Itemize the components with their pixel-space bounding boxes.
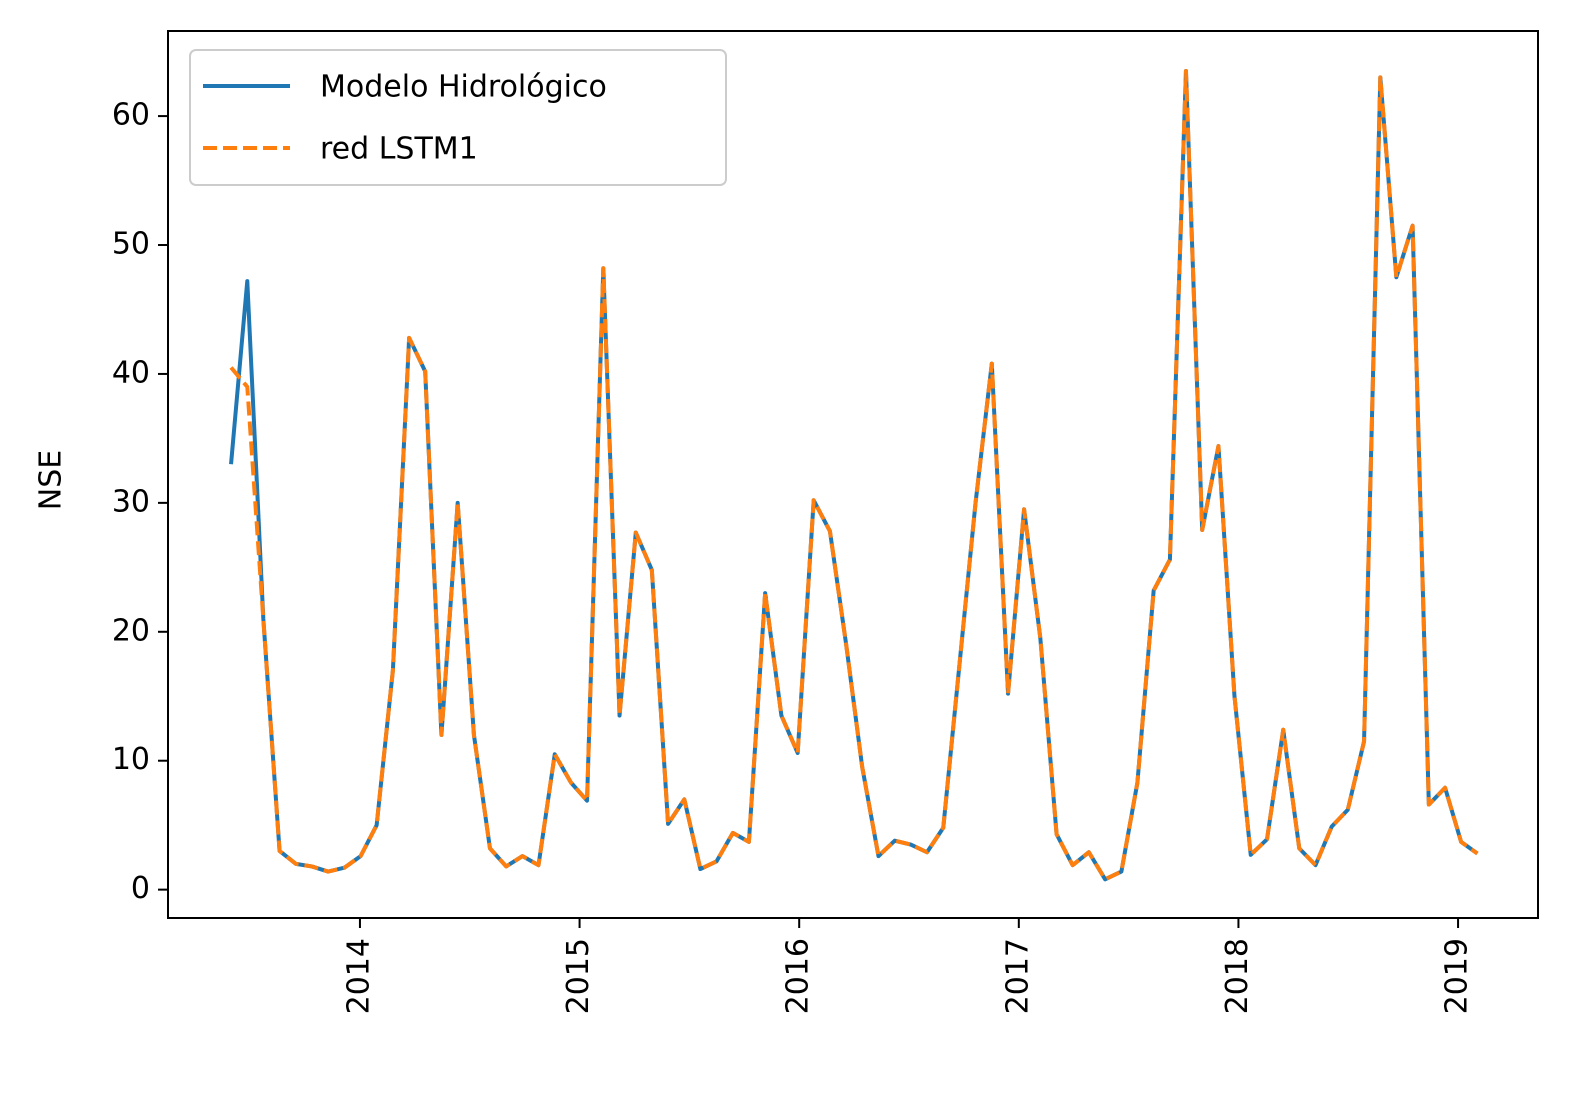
x-tick-label: 2015 (561, 938, 596, 1014)
y-tick-label: 60 (112, 98, 150, 133)
x-tick-label: 2016 (781, 938, 816, 1014)
x-tick-label: 2014 (341, 938, 376, 1014)
legend-box (189, 49, 727, 186)
plot-frame (167, 30, 1539, 919)
y-tick-label: 20 (112, 613, 150, 648)
legend-label: Modelo Hidrológico (320, 70, 607, 105)
x-tick-label: 2017 (1000, 938, 1035, 1014)
x-tick-label: 2019 (1440, 938, 1475, 1014)
y-tick-label: 0 (131, 871, 150, 906)
y-axis-label: NSE (34, 450, 69, 510)
y-tick-label: 50 (112, 227, 150, 262)
y-tick-label: 10 (112, 742, 150, 777)
series-line (229, 68, 1479, 882)
y-tick-label: 30 (112, 484, 150, 519)
legend: Modelo Hidrológico red LSTM1 (189, 49, 727, 186)
legend-label: red LSTM1 (320, 132, 478, 167)
y-tick-label: 40 (112, 355, 150, 390)
series-line (229, 68, 1479, 882)
x-tick-label: 2018 (1220, 938, 1255, 1014)
